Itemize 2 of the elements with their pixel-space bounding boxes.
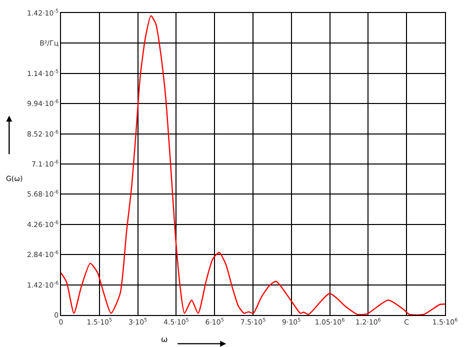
x-axis-title: ω bbox=[161, 335, 168, 344]
line-series bbox=[61, 15, 445, 315]
